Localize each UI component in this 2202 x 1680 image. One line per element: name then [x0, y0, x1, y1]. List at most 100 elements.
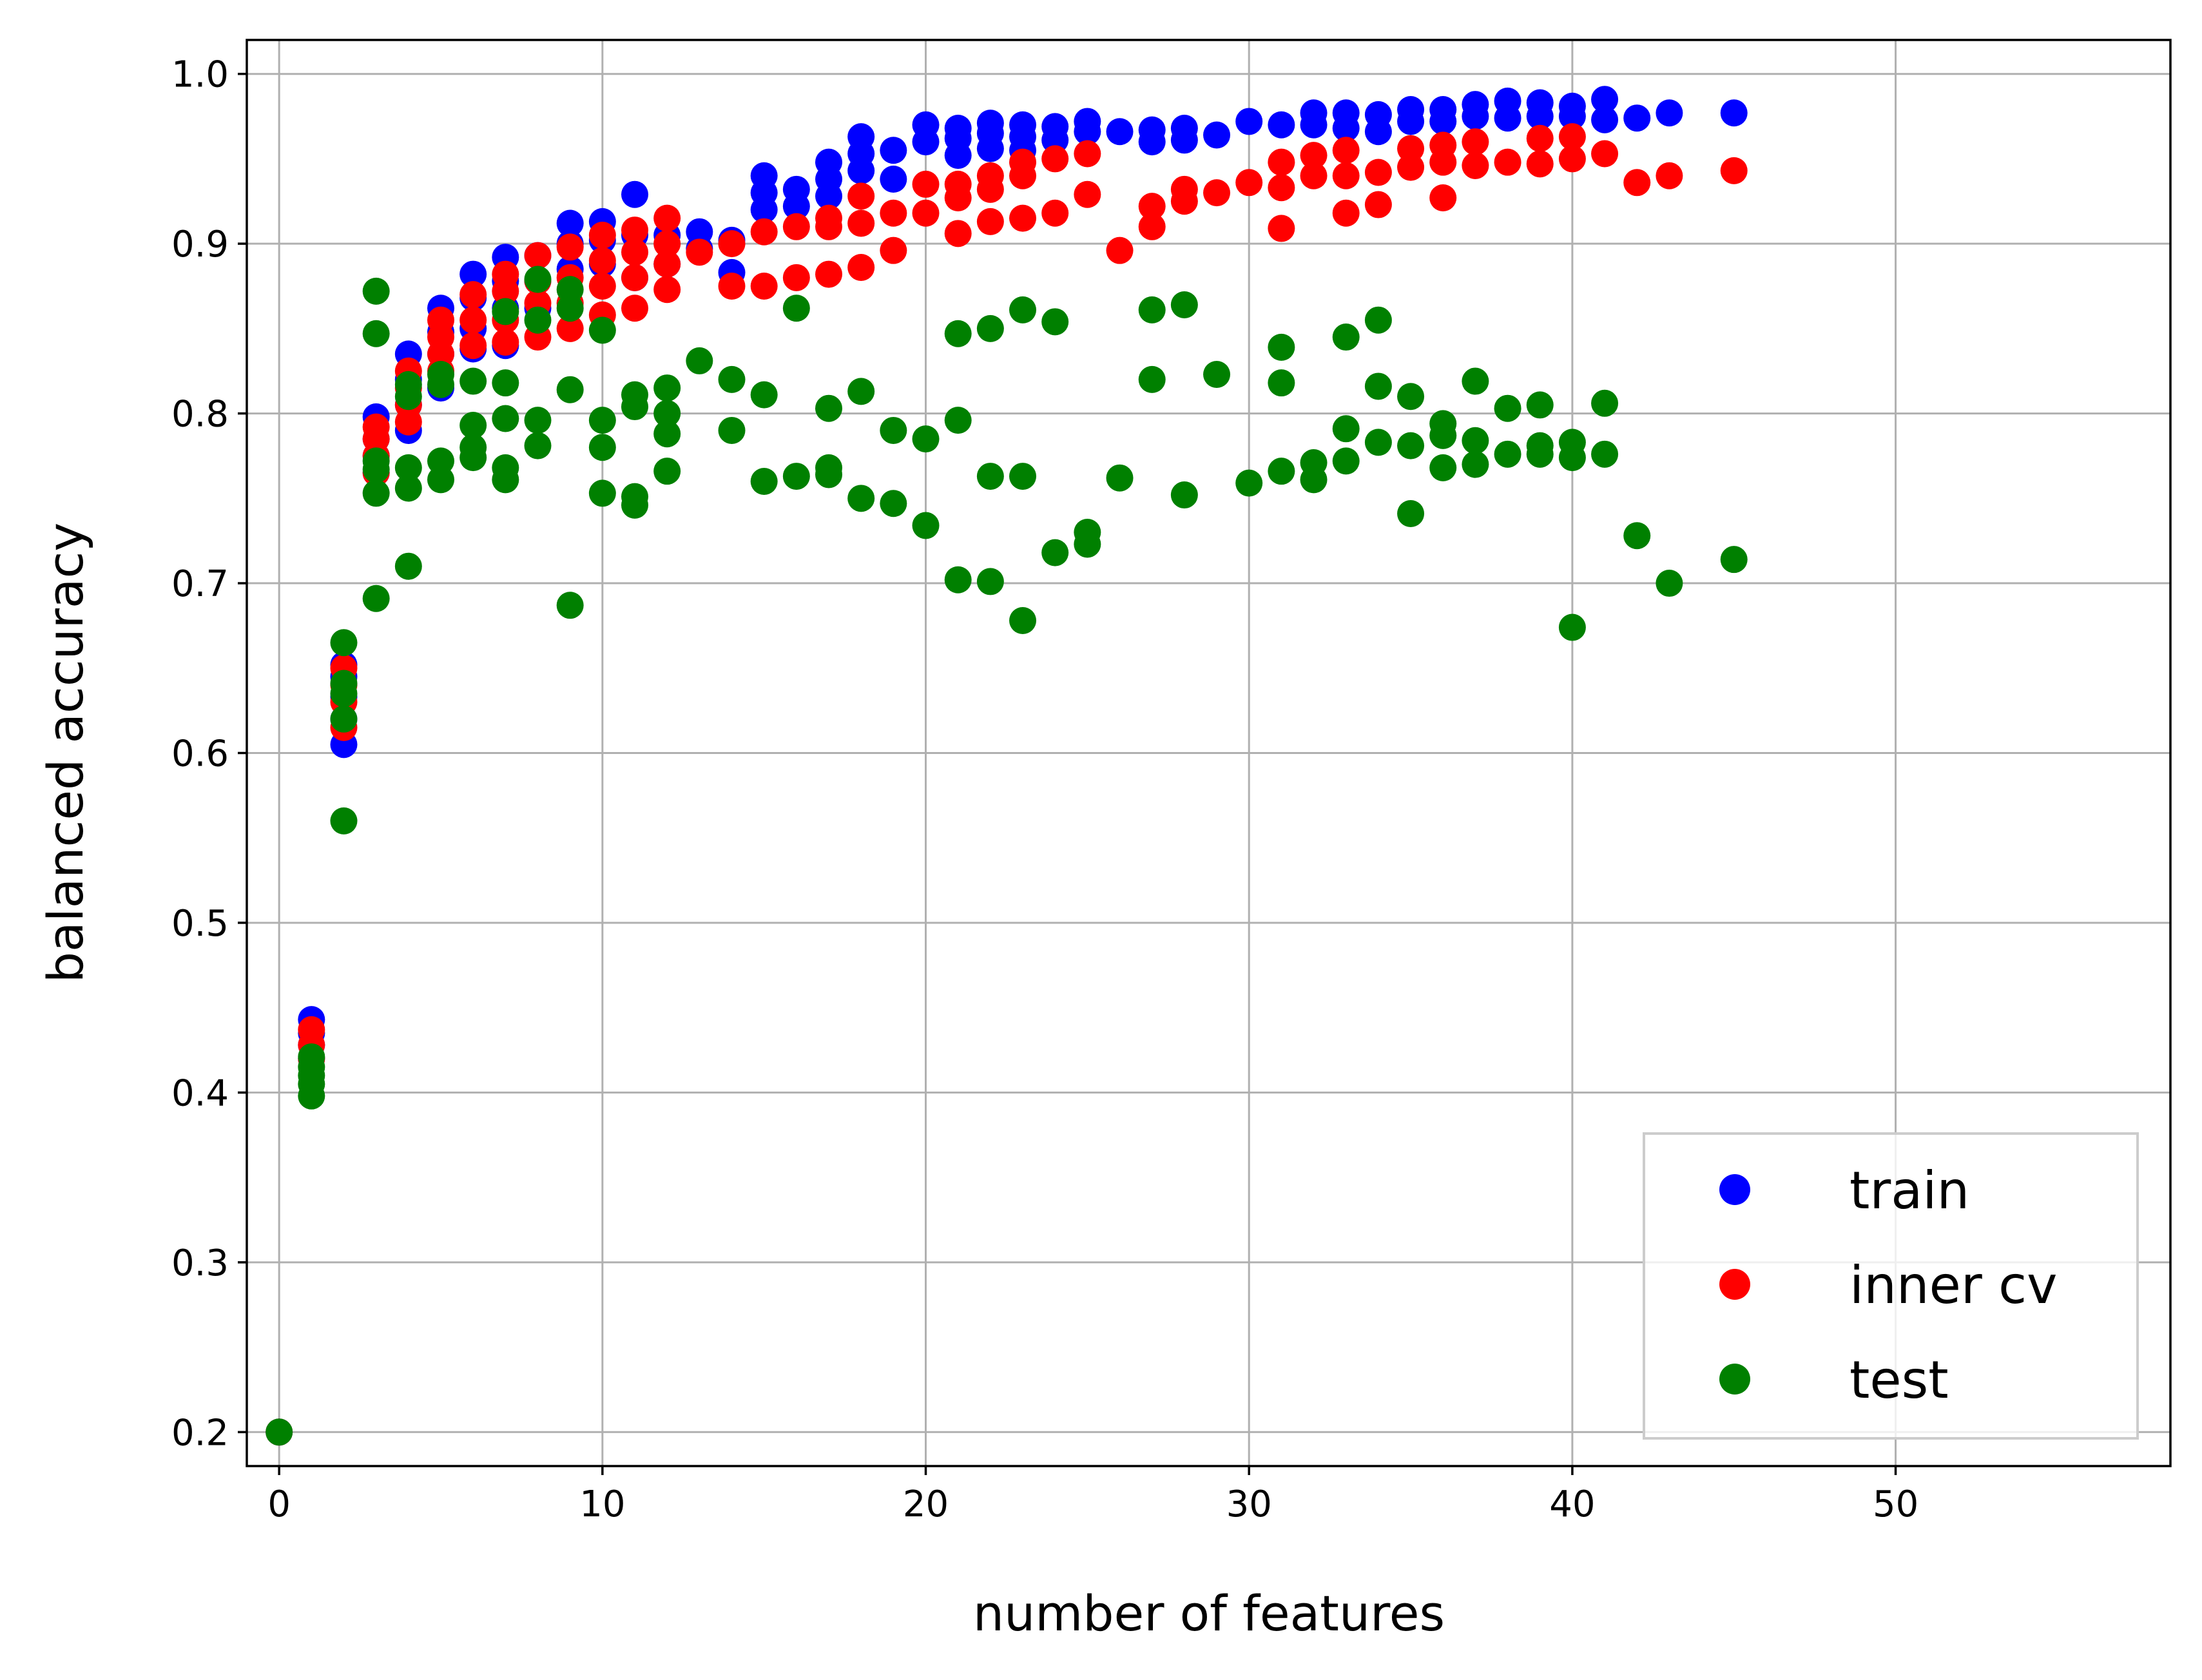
data-point [556, 276, 584, 304]
data-point [1300, 142, 1328, 169]
data-point [1656, 99, 1683, 127]
data-point [815, 182, 843, 210]
axis-ticks: 0 10 20 30 40 50 0.2 0.3 0.4 0.5 0.6 0.7 0.8 0.9 1.0 [171, 54, 1918, 1525]
data-point [492, 328, 519, 356]
data-point [459, 332, 487, 360]
data-point [427, 466, 455, 494]
data-point [1106, 237, 1134, 264]
data-point [1235, 108, 1263, 135]
data-point [1138, 193, 1166, 220]
data-point [1268, 333, 1295, 361]
data-point [750, 467, 778, 495]
data-point [1364, 306, 1392, 334]
y-tick-label: 1.0 [171, 54, 229, 96]
data-point [653, 420, 681, 448]
data-point [1138, 365, 1166, 393]
data-point [1170, 126, 1198, 154]
data-point [944, 220, 972, 247]
data-point [1041, 145, 1069, 173]
legend-marker-test [1719, 1364, 1750, 1395]
data-point [362, 456, 390, 483]
data-point [492, 369, 519, 397]
data-point [718, 416, 746, 444]
legend-marker-train [1719, 1174, 1750, 1205]
data-point [1558, 102, 1586, 130]
data-point [1268, 369, 1295, 397]
data-point [880, 490, 907, 517]
data-point [1591, 106, 1619, 133]
data-point [621, 393, 649, 421]
y-tick-label: 0.7 [171, 563, 229, 605]
data-point [1558, 444, 1586, 472]
x-tick-label: 20 [903, 1483, 949, 1525]
data-point [1429, 421, 1457, 449]
data-point [588, 316, 616, 344]
data-point [847, 254, 875, 282]
data-point [1429, 148, 1457, 176]
data-point [1009, 296, 1037, 323]
y-tick-label: 0.9 [171, 224, 229, 266]
data-point [492, 277, 519, 305]
data-point [1170, 291, 1198, 318]
data-point [1397, 108, 1425, 135]
data-point [912, 128, 940, 156]
data-point [1009, 162, 1037, 189]
data-point [1656, 162, 1683, 189]
data-point [492, 298, 519, 325]
data-point [1364, 159, 1392, 186]
data-point [362, 584, 390, 612]
data-point [880, 416, 907, 444]
y-tick-label: 0.6 [171, 733, 229, 775]
data-point [330, 680, 358, 708]
data-point [1558, 145, 1586, 173]
data-point [880, 237, 907, 264]
data-point [362, 479, 390, 507]
y-tick-label: 0.4 [171, 1072, 229, 1114]
data-point [912, 199, 940, 227]
data-point [880, 199, 907, 227]
data-point [944, 184, 972, 212]
data-point [1397, 500, 1425, 528]
data-point [750, 218, 778, 246]
data-point [1397, 135, 1425, 162]
data-point [1397, 153, 1425, 181]
data-point [880, 137, 907, 164]
data-point [1429, 108, 1457, 135]
data-point [394, 383, 422, 410]
data-point [944, 407, 972, 434]
data-points [266, 86, 1748, 1446]
data-point [912, 170, 940, 198]
data-point [750, 196, 778, 224]
data-point [1720, 546, 1748, 574]
data-point [588, 434, 616, 461]
data-point [394, 454, 422, 481]
legend-label-test: test [1849, 1350, 1949, 1410]
x-tick-label: 0 [267, 1483, 291, 1525]
data-point [1203, 361, 1231, 389]
y-tick-label: 0.2 [171, 1412, 229, 1454]
data-point [1591, 389, 1619, 417]
data-point [621, 264, 649, 291]
data-point [847, 182, 875, 210]
data-point [1429, 184, 1457, 212]
data-point [588, 247, 616, 275]
data-point [1268, 111, 1295, 139]
data-point [556, 209, 584, 237]
data-point [1332, 447, 1360, 475]
data-point [1591, 140, 1619, 168]
data-point [847, 485, 875, 512]
data-point [1300, 111, 1328, 139]
data-point [718, 230, 746, 258]
data-point [394, 552, 422, 580]
data-point [1268, 148, 1295, 176]
legend-label-train: train [1849, 1161, 1969, 1221]
data-point [653, 250, 681, 278]
data-point [1364, 191, 1392, 218]
x-axis-label: number of features [973, 1585, 1445, 1642]
data-point [1494, 440, 1521, 468]
data-point [1235, 469, 1263, 497]
data-point [1074, 118, 1101, 146]
data-point [1138, 296, 1166, 323]
data-point [556, 314, 584, 342]
